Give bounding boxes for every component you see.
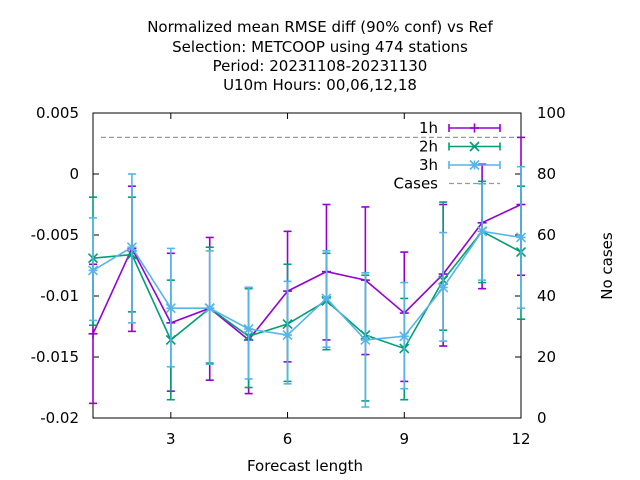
marker-part xyxy=(126,242,137,253)
title-line-4: U10m Hours: 00,06,12,18 xyxy=(223,76,417,94)
marker-part xyxy=(282,329,293,341)
x-tick-label: 12 xyxy=(511,430,530,448)
marker-part xyxy=(321,293,332,304)
marker-part xyxy=(399,331,410,342)
x-tick-label: 6 xyxy=(283,430,293,448)
y-tick-label: -0.005 xyxy=(31,226,79,244)
marker-part xyxy=(477,226,488,237)
y2-tick-label: 40 xyxy=(537,287,556,305)
marker-part xyxy=(87,265,99,276)
axes: 0.005 0 -0.005 -0.01 -0.015 -0.02 100 80 60 40 20 0… xyxy=(31,104,566,448)
y2-tick-label: 60 xyxy=(537,226,556,244)
y2-tick-label: 80 xyxy=(537,165,556,183)
legend-marker xyxy=(469,159,480,171)
plot-frame xyxy=(92,112,522,419)
data-point xyxy=(438,282,449,293)
series-line xyxy=(92,230,522,341)
data-point xyxy=(321,293,332,304)
x-tick-label: 9 xyxy=(399,430,409,448)
data-point xyxy=(88,329,98,339)
series-3h xyxy=(87,165,527,408)
data-point xyxy=(360,334,371,345)
y2-tick-label: 20 xyxy=(537,348,556,366)
data-point xyxy=(165,303,176,314)
data-point xyxy=(204,303,215,314)
marker-part xyxy=(243,323,254,335)
y-tick-label: -0.02 xyxy=(40,409,79,427)
marker-part xyxy=(469,159,480,171)
marker-part xyxy=(165,303,176,314)
legend-item-1h: 1h xyxy=(419,119,501,137)
y2-tick-label: 0 xyxy=(537,409,547,427)
series-1h xyxy=(88,136,526,405)
legend-marker xyxy=(470,123,479,133)
data-point xyxy=(399,331,410,342)
legend-label: Cases xyxy=(393,175,438,193)
series-layer xyxy=(87,136,527,408)
series-line xyxy=(92,203,522,342)
data-point xyxy=(126,242,137,253)
data-point xyxy=(477,226,488,237)
data-point xyxy=(243,323,254,335)
series-line xyxy=(92,230,522,350)
y2-axis-label: No cases xyxy=(598,232,616,300)
marker-part xyxy=(204,303,215,314)
y-tick-label: 0 xyxy=(69,165,79,183)
data-point xyxy=(515,232,527,243)
legend-label: 1h xyxy=(419,119,438,137)
data-point xyxy=(87,265,99,276)
y2-tick-label: 100 xyxy=(537,104,566,122)
legend-item-cases: Cases xyxy=(393,175,500,193)
marker-part xyxy=(360,334,371,345)
marker-part xyxy=(438,282,449,293)
marker-part xyxy=(515,232,527,243)
legend-label: 3h xyxy=(419,156,438,174)
title-line-3: Period: 20231108-20231130 xyxy=(213,57,428,75)
legend-label: 2h xyxy=(419,138,438,156)
data-point xyxy=(282,329,293,341)
legend-marker xyxy=(469,141,480,152)
chart-title: Normalized mean RMSE diff (90% conf) vs … xyxy=(147,18,493,94)
marker-part xyxy=(469,141,480,152)
x-axis-label: Forecast length xyxy=(247,457,363,475)
x-tick-label: 3 xyxy=(166,430,176,448)
y-tick-label: -0.015 xyxy=(31,348,79,366)
legend-item-2h: 2h xyxy=(419,138,501,156)
title-line-2: Selection: METCOOP using 474 stations xyxy=(172,38,468,56)
title-line-1: Normalized mean RMSE diff (90% conf) vs … xyxy=(147,18,493,36)
y-tick-label: -0.01 xyxy=(40,287,79,305)
y-tick-label: 0.005 xyxy=(36,104,79,122)
legend-item-3h: 3h xyxy=(419,156,501,174)
